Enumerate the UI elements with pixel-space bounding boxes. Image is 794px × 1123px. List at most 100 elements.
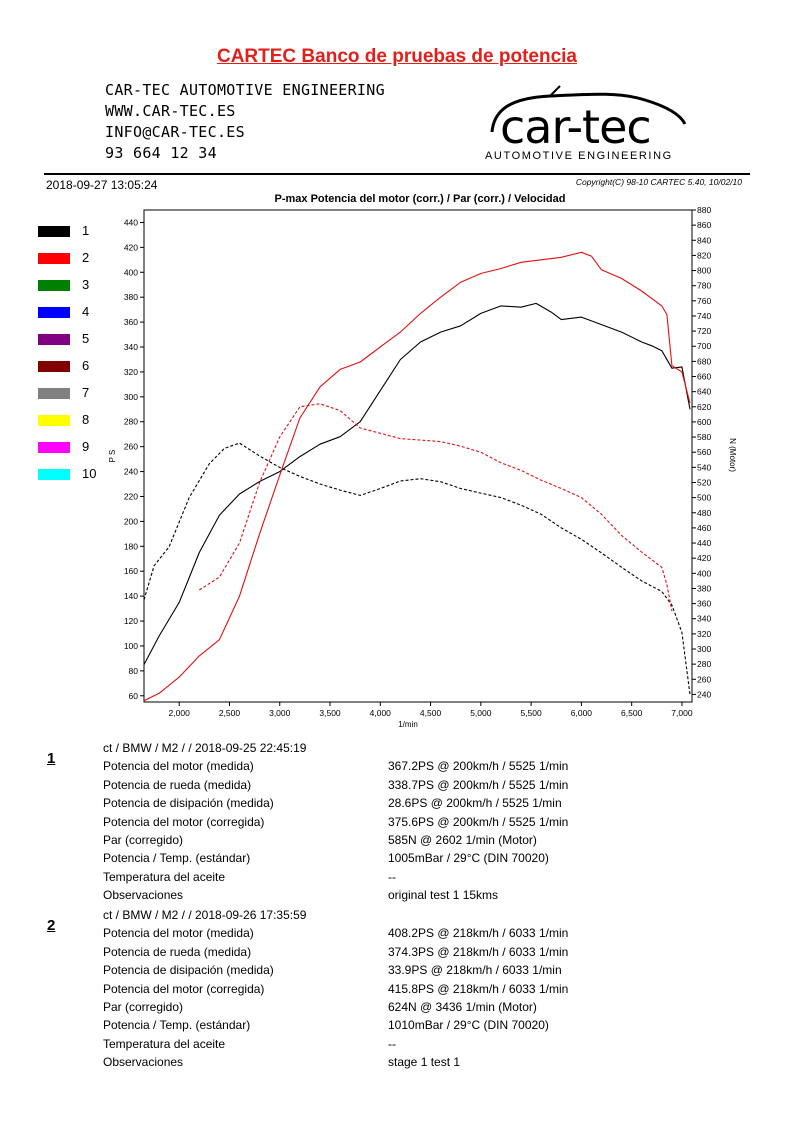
run-header: ct / BMW / M2 / / 2018-09-26 17:35:59	[103, 908, 307, 922]
y-right-tick-label: 840	[697, 235, 711, 245]
run-row-label: Potencia del motor (medida)	[103, 759, 254, 774]
run-row-label: Potencia del motor (corregida)	[103, 814, 265, 829]
run-row-value: 624N @ 3436 1/min (Motor)	[388, 1000, 537, 1014]
x-tick-label: 6,500	[621, 708, 643, 718]
y-right-tick-label: 380	[697, 583, 711, 593]
legend-label: 7	[82, 385, 90, 400]
run-row-label: Potencia del motor (corregida)	[103, 981, 265, 996]
x-axis-label: 1/min	[398, 720, 418, 729]
y-left-tick-label: 240	[124, 467, 138, 477]
legend-label: 9	[82, 439, 90, 454]
x-tick-label: 6,000	[571, 708, 593, 718]
logo-text: car-tec	[500, 100, 652, 154]
run-row-value: 33.9PS @ 218km/h / 6033 1/min	[388, 963, 562, 978]
run-number: 2	[47, 917, 56, 934]
run-row-value: 375.6PS @ 200km/h / 5525 1/min	[388, 814, 569, 829]
copyright-text: Copyright(C) 98-10 CARTEC 5.40, 10/02/10	[575, 177, 742, 187]
y-left-tick-label: 60	[129, 691, 139, 701]
legend-label: 4	[82, 304, 90, 319]
legend-label: 2	[82, 250, 90, 265]
company-logo: car-tec AUTOMOTIVE ENGINEERING	[480, 80, 695, 170]
series-1-torque-line	[143, 442, 691, 695]
company-email: INFO@CAR-TEC.ES	[105, 123, 245, 141]
run-row-value: --	[388, 1036, 396, 1051]
run-row: Par (corregido) 585N @ 2602 1/min (Motor)	[103, 833, 537, 847]
y-right-tick-label: 640	[697, 387, 711, 397]
logo-car-silhouette	[490, 85, 687, 133]
y-right-tick-label: 660	[697, 372, 711, 382]
x-tick-label: 3,500	[319, 708, 341, 718]
run-row-label: Par (corregido)	[103, 1000, 184, 1014]
run-row-value: stage 1 test 1	[388, 1055, 461, 1070]
company-phone: 93 664 12 34	[105, 144, 217, 162]
run-row-label: Potencia de disipación (medida)	[103, 963, 274, 978]
y-right-tick-label: 320	[697, 629, 711, 639]
y-right-tick-label: 480	[697, 508, 711, 518]
legend-swatch	[38, 280, 70, 291]
company-name: CAR-TEC AUTOMOTIVE ENGINEERING	[105, 81, 385, 99]
x-tick-label: 5,500	[520, 708, 542, 718]
y-right-tick-label: 720	[697, 326, 711, 336]
y-right-tick-label: 680	[697, 356, 711, 366]
run-row-label: Potencia de rueda (medida)	[103, 777, 252, 792]
x-tick-label: 7,000	[671, 708, 693, 718]
run-row-label: Potencia de disipación (medida)	[103, 796, 274, 811]
y-right-tick-label: 860	[697, 220, 711, 230]
legend-swatch	[38, 361, 70, 372]
run-row-label: Potencia / Temp. (estándar)	[103, 1018, 251, 1033]
y-right-tick-label: 880	[697, 205, 711, 215]
y-right-tick-label: 620	[697, 402, 711, 412]
y-right-tick-label: 820	[697, 250, 711, 260]
y-left-tick-label: 200	[124, 516, 138, 526]
y-right-tick-label: 760	[697, 296, 711, 306]
run-row: Par (corregido) 624N @ 3436 1/min (Motor)	[103, 1000, 537, 1014]
run-row-label: Potencia de rueda (medida)	[103, 944, 252, 959]
y-left-tick-label: 220	[124, 491, 138, 501]
y-right-tick-label: 740	[697, 311, 711, 321]
header-divider	[44, 173, 750, 175]
y-right-tick-label: 580	[697, 432, 711, 442]
run-row-value: 1005mBar / 29°C (DIN 70020)	[388, 851, 549, 866]
legend-swatch	[38, 307, 70, 318]
y-right-tick-label: 360	[697, 599, 711, 609]
legend-swatch	[38, 253, 70, 264]
legend-swatch	[38, 388, 70, 399]
legend-swatch	[38, 442, 70, 453]
run-row: Potencia del motor (corregida) 415.8PS @ …	[103, 981, 568, 996]
y-left-tick-label: 300	[124, 392, 138, 402]
legend-label: 8	[82, 412, 90, 427]
chart-title: P-max Potencia del motor (corr.) / Par (…	[274, 193, 566, 205]
y-right-tick-label: 240	[697, 689, 711, 699]
legend-label: 5	[82, 331, 90, 346]
legend-label: 1	[82, 223, 90, 238]
run-number: 1	[47, 750, 56, 767]
run-row-label: Temperatura del aceite	[103, 1036, 226, 1051]
dyno-chart: 2,000 2,500 3,000 3,500 4,000 4,500 5,000 5,500…	[108, 205, 737, 729]
run-row: Potencia del motor (medida) 408.2PS @ 218…	[103, 926, 568, 940]
y-left-tick-label: 260	[124, 442, 138, 452]
report-title: CARTEC Banco de pruebas de potencia	[216, 46, 577, 67]
run-row: Potencia / Temp. (estándar) 1005mBar / 29…	[103, 851, 549, 865]
y-right-tick-label: 400	[697, 568, 711, 578]
x-tick-label: 4,000	[370, 708, 392, 718]
y-left-tick-label: 440	[124, 217, 138, 227]
run-row: Potencia de rueda (medida) 338.7PS @ 200k…	[103, 777, 568, 792]
y-right-tick-label: 560	[697, 447, 711, 457]
y-right-tick-label: 780	[697, 281, 711, 291]
y-left-tick-label: 380	[124, 292, 138, 302]
run-row: Observaciones stage 1 test 1	[103, 1055, 460, 1069]
report-datetime: 2018-09-27 13:05:24	[46, 178, 158, 192]
y-left-tick-label: 80	[129, 666, 139, 676]
y-right-tick-label: 460	[697, 523, 711, 533]
run-row: Temperatura del aceite --	[103, 1036, 396, 1051]
y-left-tick-label: 400	[124, 267, 138, 277]
series-1-power-line	[143, 302, 691, 665]
plot-frame	[143, 209, 693, 703]
y-left-tick-label: 140	[124, 591, 138, 601]
company-website: WWW.CAR-TEC.ES	[105, 102, 236, 120]
run-row-value: 585N @ 2602 1/min (Motor)	[388, 833, 537, 847]
legend-label: 3	[82, 277, 90, 292]
x-tick-label: 2,500	[219, 708, 241, 718]
x-tick-label: 3,000	[269, 708, 291, 718]
run-row: Potencia de rueda (medida) 374.3PS @ 218k…	[103, 944, 568, 959]
